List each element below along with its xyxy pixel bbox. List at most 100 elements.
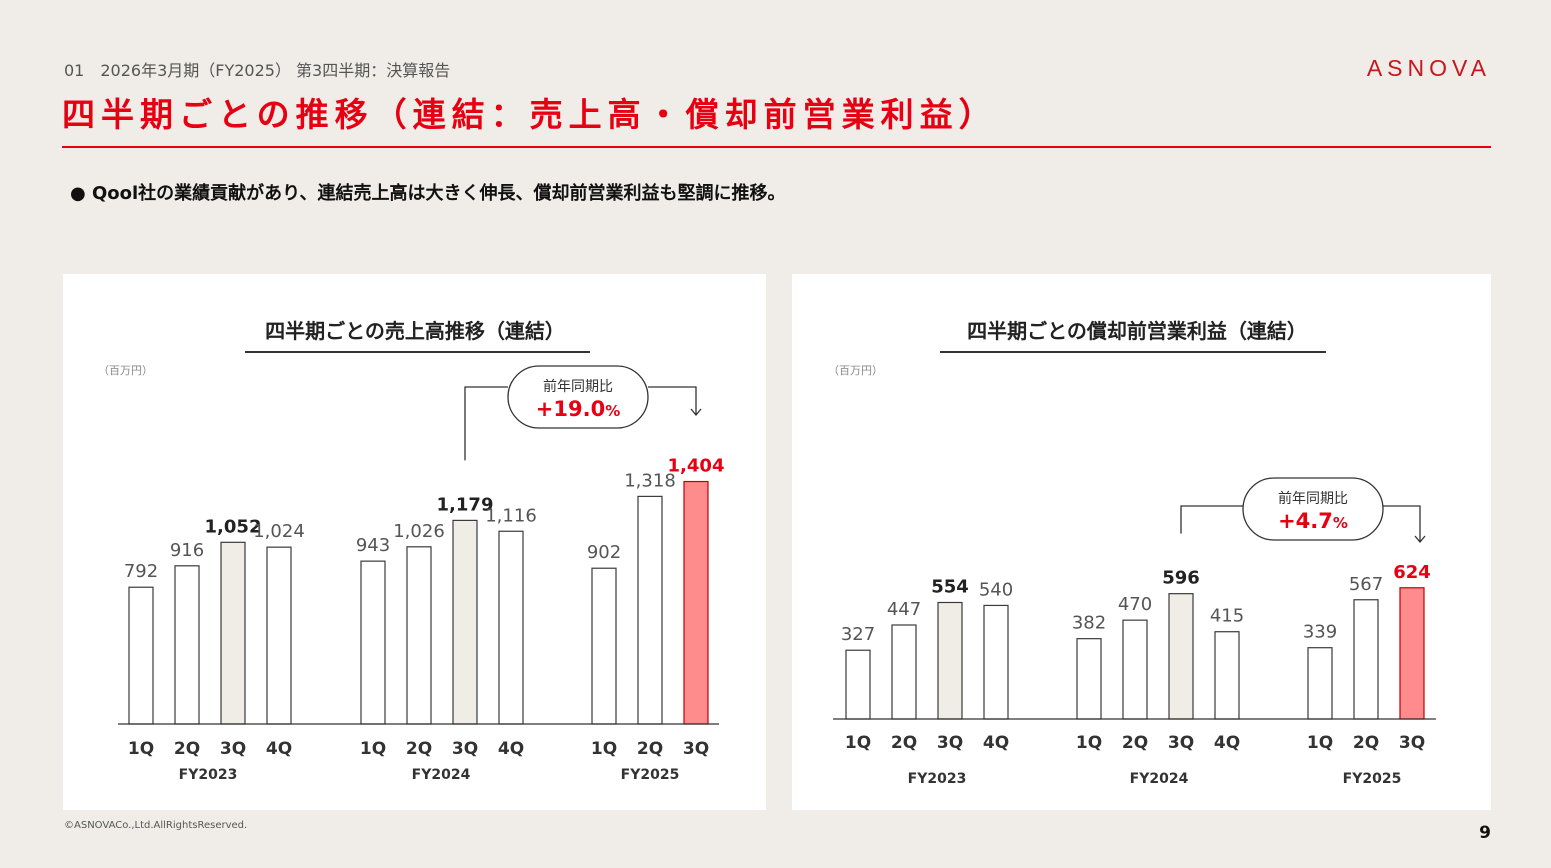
data-label: 596 xyxy=(1162,568,1200,589)
bar xyxy=(1353,599,1379,720)
breadcrumb: 01 2026年3月期（FY2025） 第3四半期：決算報告 xyxy=(64,61,451,80)
data-label: 624 xyxy=(1393,562,1431,583)
yoy-value-suffix: % xyxy=(1333,514,1348,532)
category-label: 3Q xyxy=(220,739,246,759)
category-label: 3Q xyxy=(1168,733,1194,753)
bar xyxy=(1214,631,1240,720)
category-label: 4Q xyxy=(266,739,292,759)
category-label: 3Q xyxy=(452,739,478,759)
yoy-value: +19.0% xyxy=(536,397,620,421)
bar xyxy=(845,649,871,720)
yoy-value-number: +4.7 xyxy=(1278,509,1333,533)
yoy-value-suffix: % xyxy=(605,402,620,420)
data-label: 792 xyxy=(124,561,158,582)
data-label: 902 xyxy=(587,542,621,563)
bar xyxy=(937,601,963,720)
title-divider xyxy=(62,146,1491,148)
data-label: 1,024 xyxy=(253,521,305,542)
yoy-connector-right xyxy=(648,386,697,415)
category-label: 2Q xyxy=(1122,733,1148,753)
category-label: 4Q xyxy=(1214,733,1240,753)
bar xyxy=(1307,647,1333,720)
yoy-connector-right xyxy=(1383,505,1421,542)
yoy-bubble xyxy=(1242,477,1384,541)
yoy-label: 前年同期比 xyxy=(1278,490,1348,507)
company-logo: ASNOVA xyxy=(1366,55,1491,81)
data-label: 943 xyxy=(356,535,390,556)
ebitda-bar-chart: 四半期ごとの償却前営業利益（連結） （百万円） 327 1Q 447 2Q 554 3Q 540… xyxy=(828,319,1436,787)
yoy-connector-left xyxy=(1180,505,1243,534)
unit-label: （百万円） xyxy=(98,364,153,377)
bar xyxy=(891,624,917,720)
bar xyxy=(266,546,292,725)
yoy-value: +4.7% xyxy=(1278,509,1348,533)
category-label: 2Q xyxy=(174,739,200,759)
sales-bar-chart: 四半期ごとの売上高推移（連結） （百万円） 792 1Q 916 2Q 1,052 3Q 1,0… xyxy=(98,319,725,783)
ebitda-chart-panel: 四半期ごとの償却前営業利益（連結） （百万円） 327 1Q 447 2Q 554 3Q 540… xyxy=(792,274,1491,810)
data-label: 447 xyxy=(887,599,921,620)
copyright: ©ASNOVACo.,Ltd.AllRightsReserved. xyxy=(64,820,248,831)
data-label: 382 xyxy=(1072,613,1106,634)
data-label: 339 xyxy=(1303,622,1337,643)
category-label: 3Q xyxy=(683,739,709,759)
yoy-bubble xyxy=(507,365,649,429)
category-label: 2Q xyxy=(1353,733,1379,753)
page-title: 四半期ごとの推移（連結：売上高・償却前営業利益） xyxy=(62,95,998,134)
bar xyxy=(498,530,524,725)
group-label: FY2023 xyxy=(179,767,238,783)
data-label: 567 xyxy=(1349,574,1383,595)
bar xyxy=(174,565,200,725)
data-label: 415 xyxy=(1210,606,1244,627)
yoy-arrow-head xyxy=(1414,535,1426,544)
summary-bullet: ● Qool社の業績貢献があり、連結売上高は大きく伸長、償却前営業利益も堅調に推… xyxy=(70,183,786,204)
data-label: 540 xyxy=(979,579,1013,600)
category-label: 1Q xyxy=(1307,733,1333,753)
data-label: 1,404 xyxy=(668,456,725,477)
data-label: 327 xyxy=(841,624,875,645)
chart-title: 四半期ごとの売上高推移（連結） xyxy=(265,319,565,343)
bar xyxy=(591,567,617,725)
data-label: 1,179 xyxy=(437,494,494,515)
category-label: 1Q xyxy=(845,733,871,753)
bar xyxy=(1076,638,1102,720)
category-label: 2Q xyxy=(637,739,663,759)
category-label: 3Q xyxy=(937,733,963,753)
category-label: 3Q xyxy=(1399,733,1425,753)
bar xyxy=(406,546,432,725)
yoy-label: 前年同期比 xyxy=(543,378,613,395)
chart-title: 四半期ごとの償却前営業利益（連結） xyxy=(967,319,1307,343)
bar xyxy=(360,560,386,725)
category-label: 1Q xyxy=(360,739,386,759)
yoy-connector-left xyxy=(464,386,508,461)
data-label: 1,026 xyxy=(393,521,445,542)
bar xyxy=(637,495,663,725)
bar xyxy=(1168,593,1194,720)
sales-chart-panel: 四半期ごとの売上高推移（連結） （百万円） 792 1Q 916 2Q 1,052 3Q 1,0… xyxy=(63,274,766,810)
yoy-value-number: +19.0 xyxy=(536,397,605,421)
group-label: FY2023 xyxy=(908,771,967,787)
bar xyxy=(452,519,478,725)
group-label: FY2024 xyxy=(412,767,471,783)
category-label: 2Q xyxy=(891,733,917,753)
yoy-arrow-head xyxy=(690,408,702,417)
data-label: 1,116 xyxy=(485,505,537,526)
data-label: 1,052 xyxy=(205,516,262,537)
category-label: 2Q xyxy=(406,739,432,759)
group-label: FY2025 xyxy=(621,767,680,783)
data-label: 470 xyxy=(1118,594,1152,615)
bar xyxy=(220,541,246,725)
data-label: 916 xyxy=(170,540,204,561)
bar xyxy=(128,586,154,725)
group-label: FY2025 xyxy=(1343,771,1402,787)
data-label: 554 xyxy=(931,576,969,597)
category-label: 4Q xyxy=(498,739,524,759)
data-label: 1,318 xyxy=(624,470,676,491)
category-label: 1Q xyxy=(128,739,154,759)
category-label: 1Q xyxy=(1076,733,1102,753)
page-number: 9 xyxy=(1479,823,1491,843)
unit-label: （百万円） xyxy=(828,364,883,377)
bar xyxy=(683,480,709,725)
bar xyxy=(1122,619,1148,720)
category-label: 1Q xyxy=(591,739,617,759)
bar xyxy=(983,604,1009,720)
